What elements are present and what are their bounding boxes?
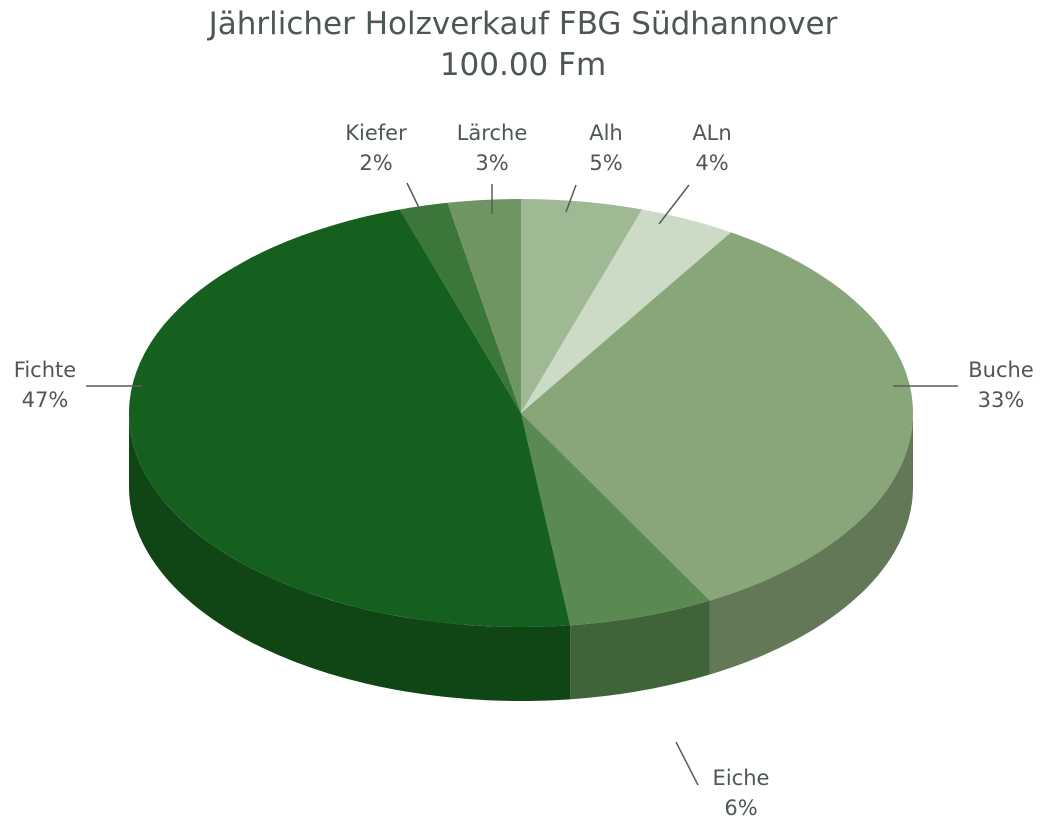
pie-side-buche — [709, 413, 913, 675]
leader-line-aln — [658, 184, 690, 225]
pie-slice-aln — [521, 209, 732, 413]
slice-percent-alh: 5% — [589, 151, 622, 175]
pie-slice-alh — [521, 199, 643, 413]
pie-slice-buche — [521, 232, 913, 601]
pie-side-fichte — [129, 413, 571, 702]
slice-label-eiche: Eiche — [713, 766, 770, 790]
pie-label-layer: Alh 5% ALn 4% Buche 33% Eiche 6% Fichte 47% Kiefer… — [14, 121, 1034, 820]
slice-percent-fichte: 47% — [22, 388, 69, 412]
slice-percent-laerche: 3% — [475, 151, 508, 175]
slice-label-buche: Buche — [968, 358, 1034, 382]
pie-slice-fichte — [129, 209, 571, 627]
chart-subtitle: 100.00 Fm — [440, 47, 606, 83]
leader-line-alh — [565, 184, 577, 213]
slice-label-fichte: Fichte — [14, 358, 76, 382]
slice-label-alh: Alh — [589, 121, 623, 145]
chart-title: Jährlicher Holzverkauf FBG Südhannover — [207, 6, 838, 42]
leader-line-kiefer — [406, 182, 424, 217]
slice-percent-aln: 4% — [695, 151, 728, 175]
pie-slice-laerche — [447, 199, 521, 413]
leader-line-eiche — [675, 741, 699, 786]
slice-percent-kiefer: 2% — [359, 151, 392, 175]
pie-side-layer — [129, 413, 913, 702]
slice-label-aln: ALn — [692, 121, 731, 145]
slice-percent-eiche: 6% — [724, 796, 757, 820]
slice-label-laerche: Lärche — [457, 121, 528, 145]
slice-percent-buche: 33% — [978, 388, 1025, 412]
slice-label-kiefer: Kiefer — [345, 121, 407, 145]
pie-slice-eiche — [521, 413, 710, 626]
pie-side-eiche — [570, 600, 710, 700]
pie-top-layer — [129, 199, 913, 627]
pie-slice-kiefer — [399, 202, 521, 413]
